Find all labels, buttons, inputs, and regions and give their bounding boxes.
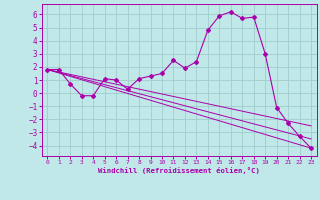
X-axis label: Windchill (Refroidissement éolien,°C): Windchill (Refroidissement éolien,°C) (98, 167, 260, 174)
